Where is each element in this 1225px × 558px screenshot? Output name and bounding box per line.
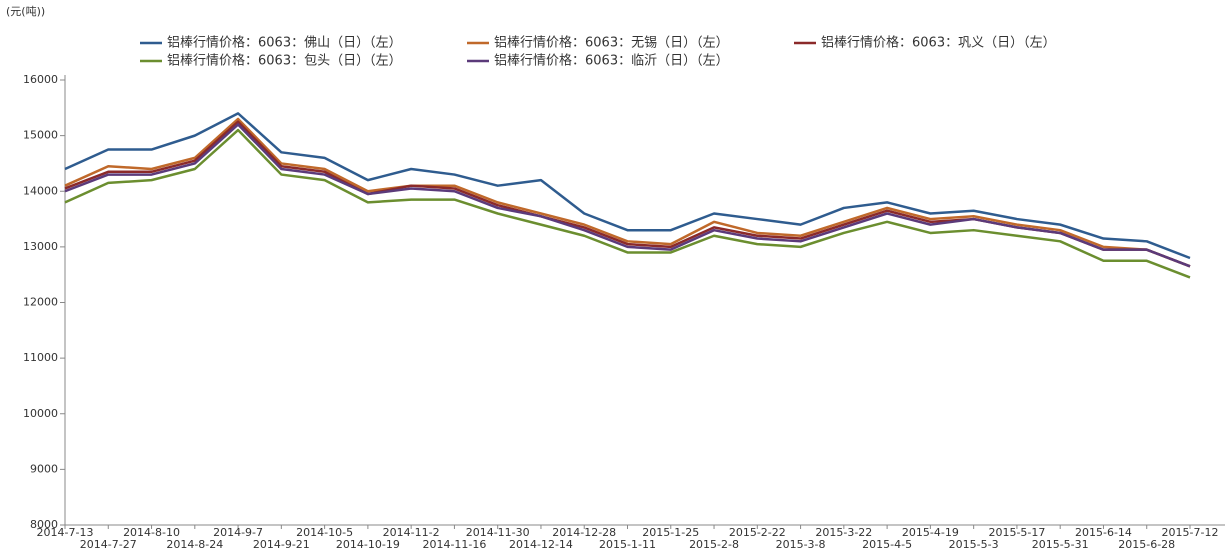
x-tick-label: 2015-7-12 — [1162, 526, 1219, 539]
x-tick-label: 2015-1-11 — [599, 538, 656, 551]
x-tick-label: 2014-7-13 — [37, 526, 94, 539]
x-tick-label: 2015-6-28 — [1118, 538, 1175, 551]
x-tick-label: 2015-5-31 — [1032, 538, 1089, 551]
y-tick-label: 10000 — [23, 407, 58, 420]
x-tick-label: 2014-9-21 — [253, 538, 310, 551]
series-line — [64, 112, 1191, 260]
x-tick-label: 2014-11-2 — [383, 526, 440, 539]
x-tick-label: 2015-3-8 — [776, 538, 826, 551]
x-tick-label: 2015-4-5 — [862, 538, 912, 551]
x-tick-label: 2014-10-5 — [296, 526, 353, 539]
legend-label: 铝棒行情价格：6063：佛山（日）（左） — [167, 35, 402, 51]
y-tick-label: 12000 — [23, 296, 58, 309]
series-line — [64, 120, 1191, 268]
x-tick-label: 2015-5-17 — [988, 526, 1045, 539]
x-tick-label: 2014-12-14 — [509, 538, 573, 551]
y-tick-label: 13000 — [23, 240, 58, 253]
x-tick-label: 2015-4-19 — [902, 526, 959, 539]
x-tick-label: 2014-8-10 — [123, 526, 180, 539]
x-tick-label: 2014-11-30 — [466, 526, 530, 539]
y-tick-label: 16000 — [23, 73, 58, 86]
x-tick-label: 2015-6-14 — [1075, 526, 1132, 539]
x-tick-label: 2014-10-19 — [336, 538, 400, 551]
y-tick-label: 14000 — [23, 184, 58, 197]
legend-label: 铝棒行情价格：6063：临沂（日）（左） — [494, 53, 729, 69]
legend-label: 铝棒行情价格：6063：包头（日）（左） — [167, 53, 402, 69]
x-tick-label: 2014-9-7 — [213, 526, 263, 539]
x-tick-label: 2014-7-27 — [80, 538, 137, 551]
series-line — [64, 117, 1191, 268]
series-line — [64, 123, 1191, 268]
x-tick-label: 2015-2-8 — [689, 538, 739, 551]
x-tick-label: 2014-11-16 — [422, 538, 486, 551]
y-axis-label: (元(吨)) — [6, 5, 45, 18]
legend-label: 铝棒行情价格：6063：无锡（日）（左） — [494, 35, 729, 51]
x-tick-label: 2015-5-3 — [949, 538, 999, 551]
y-tick-label: 9000 — [30, 462, 58, 475]
series-line — [64, 128, 1191, 279]
y-tick-label: 11000 — [23, 351, 58, 364]
x-tick-label: 2015-3-22 — [815, 526, 872, 539]
x-tick-label: 2015-2-22 — [729, 526, 786, 539]
x-tick-label: 2014-8-24 — [166, 538, 223, 551]
y-tick-label: 8000 — [30, 518, 58, 531]
x-tick-label: 2014-12-28 — [552, 526, 616, 539]
legend-label: 铝棒行情价格：6063：巩义（日）（左） — [821, 35, 1056, 51]
x-tick-label: 2015-1-25 — [642, 526, 699, 539]
y-tick-label: 15000 — [23, 129, 58, 142]
